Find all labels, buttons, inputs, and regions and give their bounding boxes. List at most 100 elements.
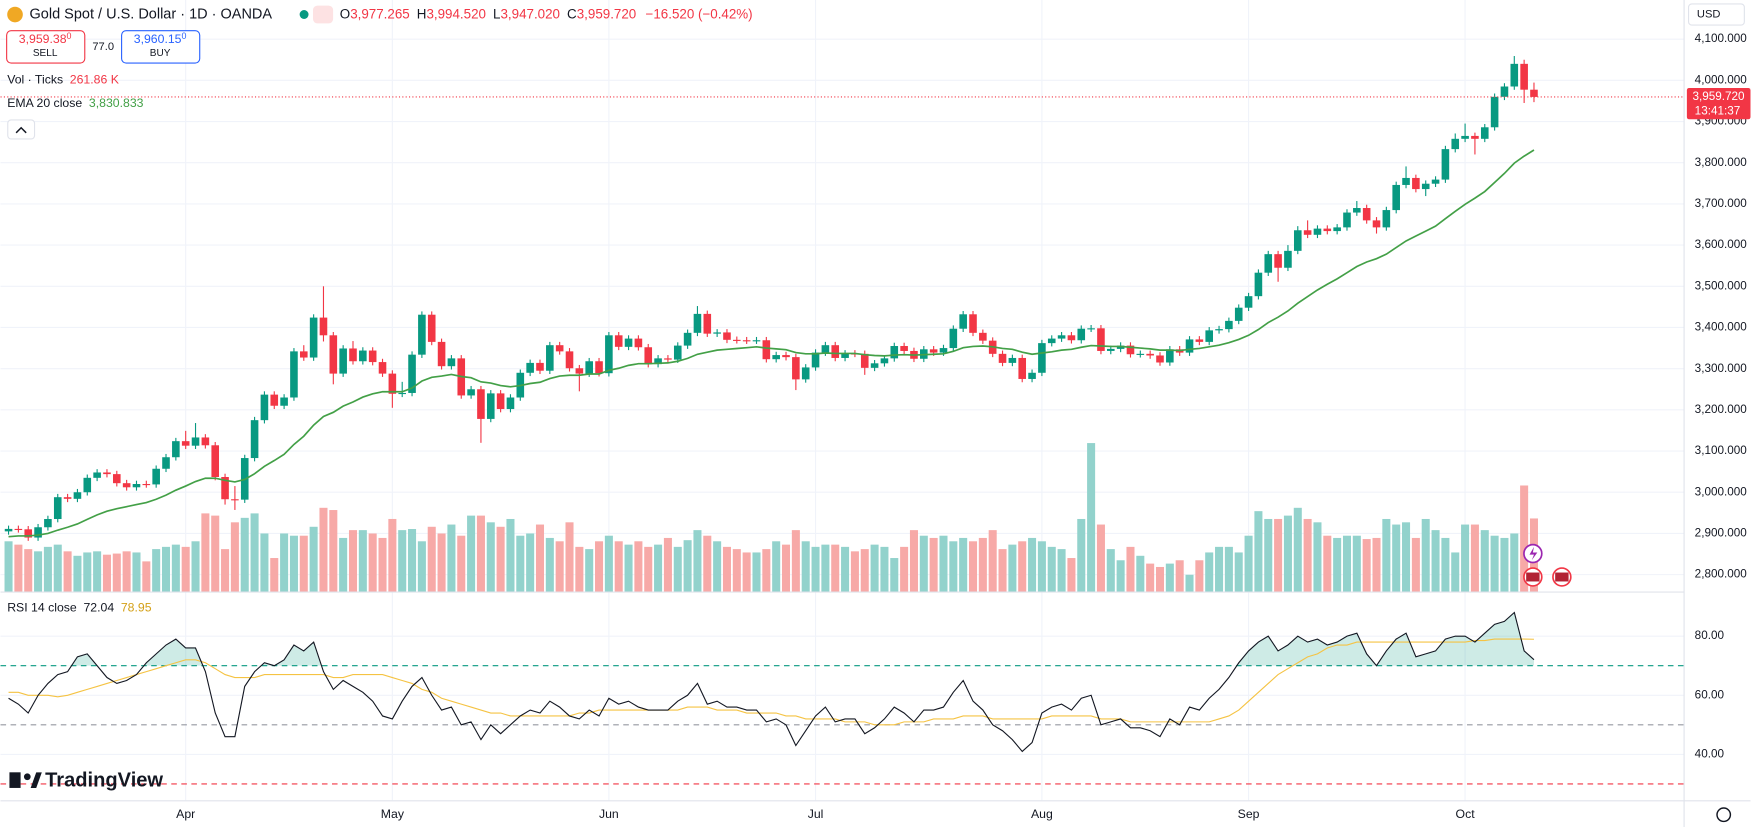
volume-bar bbox=[211, 515, 220, 592]
candle-body bbox=[1421, 183, 1430, 190]
y-tick-label: 2,800.000 bbox=[1695, 568, 1748, 581]
ohlc-key: O bbox=[340, 6, 350, 21]
rsi-ma-value: 78.95 bbox=[121, 600, 152, 614]
volume-bar bbox=[270, 558, 279, 592]
sell-label[interactable]: SELL bbox=[33, 48, 58, 59]
volume-bar bbox=[486, 522, 495, 592]
candle-body bbox=[113, 474, 121, 484]
candle-body bbox=[172, 441, 180, 458]
volume-bar bbox=[959, 537, 968, 592]
buy-price-main[interactable]: 3,960.15 bbox=[134, 32, 182, 46]
buy-label[interactable]: BUY bbox=[150, 48, 171, 59]
volume-bar bbox=[850, 551, 859, 592]
candle-body bbox=[221, 476, 229, 500]
rsi-tick-label: 40.00 bbox=[1695, 747, 1725, 760]
sell-price[interactable]: 3,959.380 bbox=[19, 31, 72, 46]
volume-bar bbox=[1047, 546, 1056, 592]
candle-body bbox=[880, 358, 889, 364]
candle-body bbox=[1471, 135, 1479, 139]
settings-icon[interactable] bbox=[1716, 807, 1732, 823]
sell-price-sup[interactable]: 0 bbox=[67, 31, 72, 41]
ohlc-key: H bbox=[417, 6, 427, 21]
y-tick-label: 3,400.000 bbox=[1695, 321, 1748, 334]
candle-body bbox=[231, 499, 239, 501]
volume-bar bbox=[250, 513, 259, 592]
flag-glyph[interactable] bbox=[1555, 572, 1569, 582]
collapse-icon[interactable] bbox=[15, 126, 27, 134]
volume-bar bbox=[1323, 535, 1332, 592]
sell-price-main[interactable]: 3,959.38 bbox=[19, 32, 67, 46]
ema-line bbox=[8, 149, 1535, 538]
brand-logo bbox=[30, 772, 42, 788]
candle-body bbox=[998, 353, 1007, 363]
candle-body bbox=[309, 317, 318, 358]
volume-bar bbox=[181, 546, 190, 592]
volume-bar bbox=[841, 546, 850, 592]
rsi-ma-line bbox=[8, 638, 1534, 726]
candle-body bbox=[388, 373, 397, 394]
volume-bar bbox=[496, 526, 505, 592]
y-tick-label: 2,900.000 bbox=[1695, 527, 1748, 540]
volume-bar bbox=[998, 549, 1007, 592]
volume-bar bbox=[644, 546, 653, 592]
volume-bar bbox=[535, 524, 545, 592]
rsi-legend: RSI 14 close 72.04 78.95 bbox=[7, 600, 152, 614]
volume-bar bbox=[595, 541, 604, 592]
candle-body bbox=[290, 351, 298, 398]
volume-bar bbox=[467, 515, 476, 592]
candle-body bbox=[644, 347, 653, 365]
currency[interactable]: USD bbox=[1697, 8, 1721, 20]
candle-body bbox=[408, 354, 416, 393]
rsi-tick-label: 60.00 bbox=[1695, 688, 1725, 701]
candle-body bbox=[34, 527, 42, 538]
candle-body bbox=[319, 317, 328, 336]
candle-body bbox=[398, 392, 406, 395]
symbol-title: Gold Spot / U.S. Dollar · 1D · OANDA bbox=[30, 6, 273, 22]
buy-button[interactable] bbox=[121, 30, 201, 64]
candle-body bbox=[526, 362, 534, 373]
candle-body bbox=[821, 345, 830, 353]
volume-bar bbox=[1490, 535, 1499, 592]
candle-body bbox=[555, 345, 564, 352]
candle-body bbox=[1412, 177, 1420, 190]
candle-body bbox=[1136, 353, 1145, 355]
flag-glyph[interactable] bbox=[1526, 572, 1540, 582]
candle-body bbox=[1146, 353, 1154, 356]
volume-bar bbox=[142, 561, 151, 592]
candle-body bbox=[546, 345, 554, 371]
candle-body bbox=[53, 497, 62, 520]
volume-bar bbox=[693, 530, 702, 592]
volume-bar bbox=[860, 549, 869, 592]
volume-legend: Vol · Ticks 261.86 K bbox=[7, 73, 120, 87]
volume-bar bbox=[1077, 518, 1086, 592]
buy-price-sup[interactable]: 0 bbox=[181, 31, 186, 41]
candle-body bbox=[496, 393, 505, 410]
volume-bar bbox=[654, 544, 663, 592]
spread: 77.0 bbox=[92, 41, 114, 53]
candle-body bbox=[979, 332, 987, 341]
volume-bar bbox=[880, 546, 889, 592]
sell-button[interactable] bbox=[6, 30, 86, 64]
volume-bar bbox=[102, 554, 111, 592]
volume-bar bbox=[713, 541, 722, 592]
last-price-bg bbox=[1686, 87, 1751, 120]
candle-body bbox=[1500, 86, 1509, 97]
volume-bar bbox=[1028, 537, 1037, 592]
candle-body bbox=[900, 346, 908, 351]
buy-price[interactable]: 3,960.150 bbox=[134, 31, 187, 46]
candle-body bbox=[1244, 296, 1253, 308]
volume-bar bbox=[732, 549, 741, 592]
volume-bar bbox=[43, 546, 52, 592]
volume-bar bbox=[309, 526, 318, 592]
volume-bar bbox=[1274, 518, 1283, 592]
volume-bar bbox=[545, 537, 554, 592]
event-icon-glyph[interactable] bbox=[1529, 546, 1538, 561]
volume-bar bbox=[772, 541, 781, 592]
candle-body bbox=[634, 338, 643, 348]
ohlc-value: 3,994.520 bbox=[426, 6, 486, 21]
collapse-button[interactable] bbox=[7, 119, 36, 140]
currency-button[interactable] bbox=[1687, 3, 1745, 26]
overlays bbox=[0, 96, 1684, 538]
volume-bar bbox=[939, 535, 948, 592]
